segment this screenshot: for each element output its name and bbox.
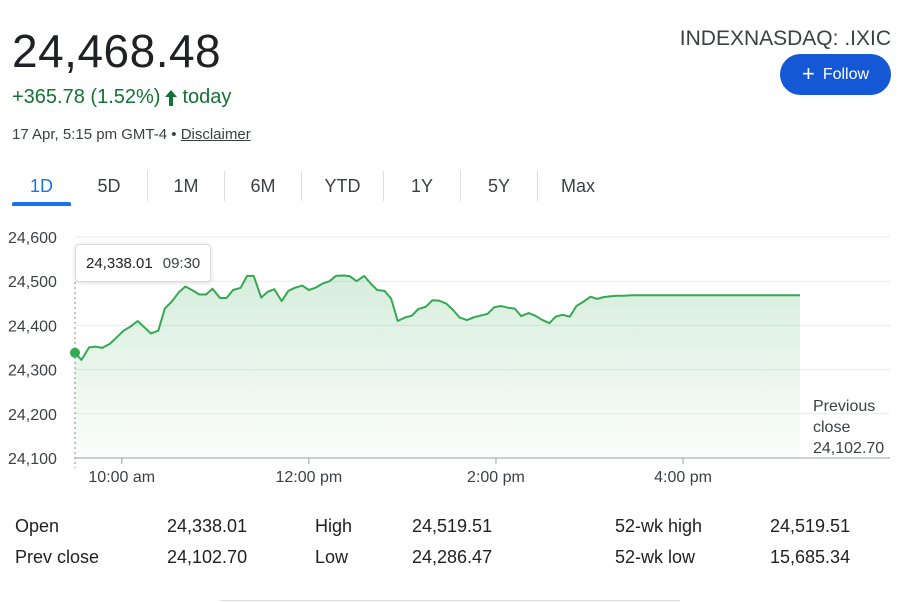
quote-meta: 17 Apr, 5:15 pm GMT-4 • Disclaimer bbox=[12, 126, 251, 143]
range-tabs: 1D 5D 1M 6M YTD 1Y 5Y Max bbox=[12, 168, 618, 208]
tab-divider bbox=[301, 171, 302, 201]
plus-icon: + bbox=[801, 60, 815, 86]
key-stats: Open 24,338.01 High 24,519.51 52-wk high… bbox=[15, 516, 895, 578]
previous-close-label-line1: Previous bbox=[813, 398, 875, 415]
stat-open-label: Open bbox=[15, 516, 60, 536]
y-tick-label: 24,100 bbox=[8, 451, 57, 468]
tab-5d[interactable]: 5D bbox=[97, 175, 121, 196]
stats-row: Prev close 24,102.70 Low 24,286.47 52-wk… bbox=[15, 547, 895, 578]
stat-prev-close-label: Prev close bbox=[15, 547, 100, 567]
price-chart[interactable]: 24,600 24,500 24,400 24,300 24,200 24,100 10:0… bbox=[0, 220, 921, 495]
change-value: +365.78 (1.52%) bbox=[12, 86, 161, 108]
change-period: today bbox=[182, 86, 232, 108]
stat-high-value: 24,519.51 bbox=[412, 516, 493, 536]
tab-divider bbox=[224, 171, 225, 201]
stat-prev-close-value: 24,102.70 bbox=[167, 547, 248, 567]
tab-divider bbox=[147, 171, 148, 201]
tab-5y[interactable]: 5Y bbox=[487, 175, 511, 196]
x-tick-label: 2:00 pm bbox=[467, 469, 525, 486]
y-tick-label: 24,600 bbox=[8, 230, 57, 247]
stat-52wk-low-label: 52-wk low bbox=[615, 547, 696, 567]
x-tick-label: 4:00 pm bbox=[654, 469, 712, 486]
meta-separator: • bbox=[171, 126, 177, 143]
stat-high-label: High bbox=[315, 516, 353, 536]
stats-row: Open 24,338.01 High 24,519.51 52-wk high… bbox=[15, 516, 895, 547]
tab-divider bbox=[460, 171, 461, 201]
stat-52wk-high-label: 52-wk high bbox=[615, 516, 703, 536]
tab-max[interactable]: Max bbox=[560, 175, 595, 196]
chart-tooltip: 24,338.01 09:30 bbox=[75, 244, 212, 282]
stat-52wk-high-value: 24,519.51 bbox=[770, 516, 851, 536]
y-tick-label: 24,500 bbox=[8, 274, 57, 291]
tab-1d[interactable]: 1D bbox=[12, 168, 71, 206]
divider bbox=[220, 600, 680, 601]
arrow-up-icon bbox=[165, 89, 178, 106]
tab-1y[interactable]: 1Y bbox=[410, 175, 434, 196]
x-tick-label: 12:00 pm bbox=[276, 469, 343, 486]
stat-low-label: Low bbox=[315, 547, 349, 567]
follow-button[interactable]: + Follow bbox=[780, 54, 891, 95]
y-tick-label: 24,300 bbox=[8, 363, 57, 380]
hover-point bbox=[70, 347, 80, 358]
previous-close-value: 24,102.70 bbox=[813, 440, 884, 457]
tooltip-value: 24,338.01 bbox=[86, 254, 153, 272]
quote-timestamp: 17 Apr, 5:15 pm GMT-4 bbox=[12, 126, 168, 143]
stat-open-value: 24,338.01 bbox=[167, 516, 248, 536]
tab-ytd[interactable]: YTD bbox=[324, 175, 361, 196]
disclaimer-link[interactable]: Disclaimer bbox=[180, 126, 251, 143]
stat-52wk-low-value: 15,685.34 bbox=[770, 547, 851, 567]
tab-divider bbox=[383, 171, 384, 201]
tab-divider bbox=[537, 171, 538, 201]
price-line bbox=[74, 274, 800, 361]
previous-close-label-line2: close bbox=[813, 419, 850, 436]
chart-area bbox=[70, 274, 800, 458]
tab-6m[interactable]: 6M bbox=[250, 175, 276, 196]
stat-low-value: 24,286.47 bbox=[412, 547, 493, 567]
price-change: +365.78 (1.52%) today bbox=[12, 86, 231, 109]
y-tick-label: 24,400 bbox=[8, 318, 57, 335]
previous-close-label: Previous close 24,102.70 bbox=[813, 398, 884, 457]
x-tick-label: 10:00 am bbox=[88, 469, 155, 486]
tab-1m[interactable]: 1M bbox=[173, 175, 199, 196]
chart-axes: 24,600 24,500 24,400 24,300 24,200 24,100 10:0… bbox=[8, 230, 712, 486]
area-fill bbox=[75, 275, 800, 458]
tooltip-time: 09:30 bbox=[162, 254, 201, 272]
follow-label: Follow bbox=[822, 65, 870, 83]
current-price: 24,468.48 bbox=[12, 25, 222, 77]
ticker-symbol: INDEXNASDAQ: .IXIC bbox=[679, 27, 891, 50]
y-tick-label: 24,200 bbox=[8, 407, 57, 424]
